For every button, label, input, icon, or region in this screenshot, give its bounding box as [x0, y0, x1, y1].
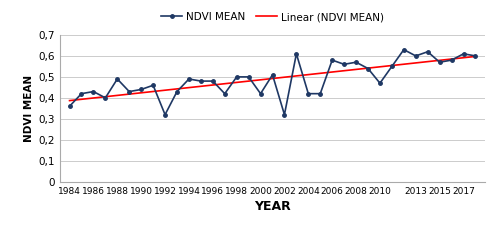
Linear (NDVI MEAN) — [318, 72, 324, 75]
Linear (NDVI MEAN) — [353, 68, 359, 71]
Linear (NDVI MEAN) — [341, 69, 347, 72]
Linear (NDVI MEAN) — [436, 59, 442, 62]
NDVI MEAN — [162, 113, 168, 116]
Y-axis label: NDVI MEAN: NDVI MEAN — [24, 75, 34, 142]
NDVI MEAN — [258, 92, 264, 95]
Linear (NDVI MEAN) — [377, 65, 383, 68]
NDVI MEAN — [270, 73, 276, 76]
NDVI MEAN — [401, 48, 407, 51]
Linear (NDVI MEAN) — [150, 90, 156, 93]
Legend: NDVI MEAN, Linear (NDVI MEAN): NDVI MEAN, Linear (NDVI MEAN) — [157, 8, 388, 26]
Linear (NDVI MEAN) — [258, 79, 264, 81]
Linear (NDVI MEAN) — [448, 58, 454, 60]
Linear (NDVI MEAN) — [234, 81, 239, 84]
NDVI MEAN — [472, 55, 478, 57]
NDVI MEAN — [198, 80, 204, 82]
NDVI MEAN — [210, 80, 216, 82]
NDVI MEAN — [329, 59, 335, 62]
NDVI MEAN — [353, 61, 359, 64]
Linear (NDVI MEAN) — [210, 84, 216, 86]
NDVI MEAN — [174, 90, 180, 93]
NDVI MEAN — [424, 50, 430, 53]
Linear (NDVI MEAN) — [329, 71, 335, 73]
Linear (NDVI MEAN) — [78, 98, 84, 101]
Linear (NDVI MEAN) — [186, 86, 192, 89]
NDVI MEAN — [138, 88, 144, 91]
Linear (NDVI MEAN) — [472, 55, 478, 58]
NDVI MEAN — [246, 75, 252, 78]
NDVI MEAN — [150, 84, 156, 87]
NDVI MEAN — [90, 90, 96, 93]
NDVI MEAN — [389, 65, 395, 68]
Linear (NDVI MEAN) — [270, 77, 276, 80]
NDVI MEAN — [318, 92, 324, 95]
NDVI MEAN — [126, 90, 132, 93]
NDVI MEAN — [78, 92, 84, 95]
NDVI MEAN — [186, 78, 192, 80]
NDVI MEAN — [413, 55, 419, 57]
NDVI MEAN — [294, 52, 300, 55]
Linear (NDVI MEAN) — [401, 63, 407, 66]
NDVI MEAN — [282, 113, 288, 116]
NDVI MEAN — [341, 63, 347, 66]
NDVI MEAN — [306, 92, 312, 95]
NDVI MEAN — [102, 96, 108, 99]
Linear (NDVI MEAN) — [246, 80, 252, 82]
Linear (NDVI MEAN) — [198, 85, 204, 88]
Linear (NDVI MEAN) — [126, 93, 132, 96]
Line: NDVI MEAN: NDVI MEAN — [68, 48, 477, 116]
Linear (NDVI MEAN) — [222, 82, 228, 85]
NDVI MEAN — [448, 59, 454, 62]
NDVI MEAN — [365, 67, 371, 70]
Linear (NDVI MEAN) — [460, 56, 466, 59]
Linear (NDVI MEAN) — [365, 67, 371, 69]
NDVI MEAN — [222, 92, 228, 95]
Linear (NDVI MEAN) — [66, 99, 72, 102]
Linear (NDVI MEAN) — [424, 60, 430, 63]
NDVI MEAN — [436, 61, 442, 64]
Linear (NDVI MEAN) — [294, 75, 300, 77]
Linear (NDVI MEAN) — [282, 76, 288, 79]
Linear (NDVI MEAN) — [138, 91, 144, 94]
Linear (NDVI MEAN) — [162, 89, 168, 92]
Linear (NDVI MEAN) — [102, 95, 108, 98]
Linear (NDVI MEAN) — [389, 64, 395, 67]
X-axis label: YEAR: YEAR — [254, 200, 291, 213]
NDVI MEAN — [66, 105, 72, 108]
Linear (NDVI MEAN) — [114, 94, 120, 97]
Linear (NDVI MEAN) — [90, 97, 96, 99]
Line: Linear (NDVI MEAN): Linear (NDVI MEAN) — [70, 56, 476, 101]
NDVI MEAN — [234, 75, 239, 78]
NDVI MEAN — [460, 52, 466, 55]
Linear (NDVI MEAN) — [413, 62, 419, 64]
NDVI MEAN — [114, 78, 120, 80]
Linear (NDVI MEAN) — [306, 73, 312, 76]
Linear (NDVI MEAN) — [174, 88, 180, 90]
NDVI MEAN — [377, 82, 383, 85]
